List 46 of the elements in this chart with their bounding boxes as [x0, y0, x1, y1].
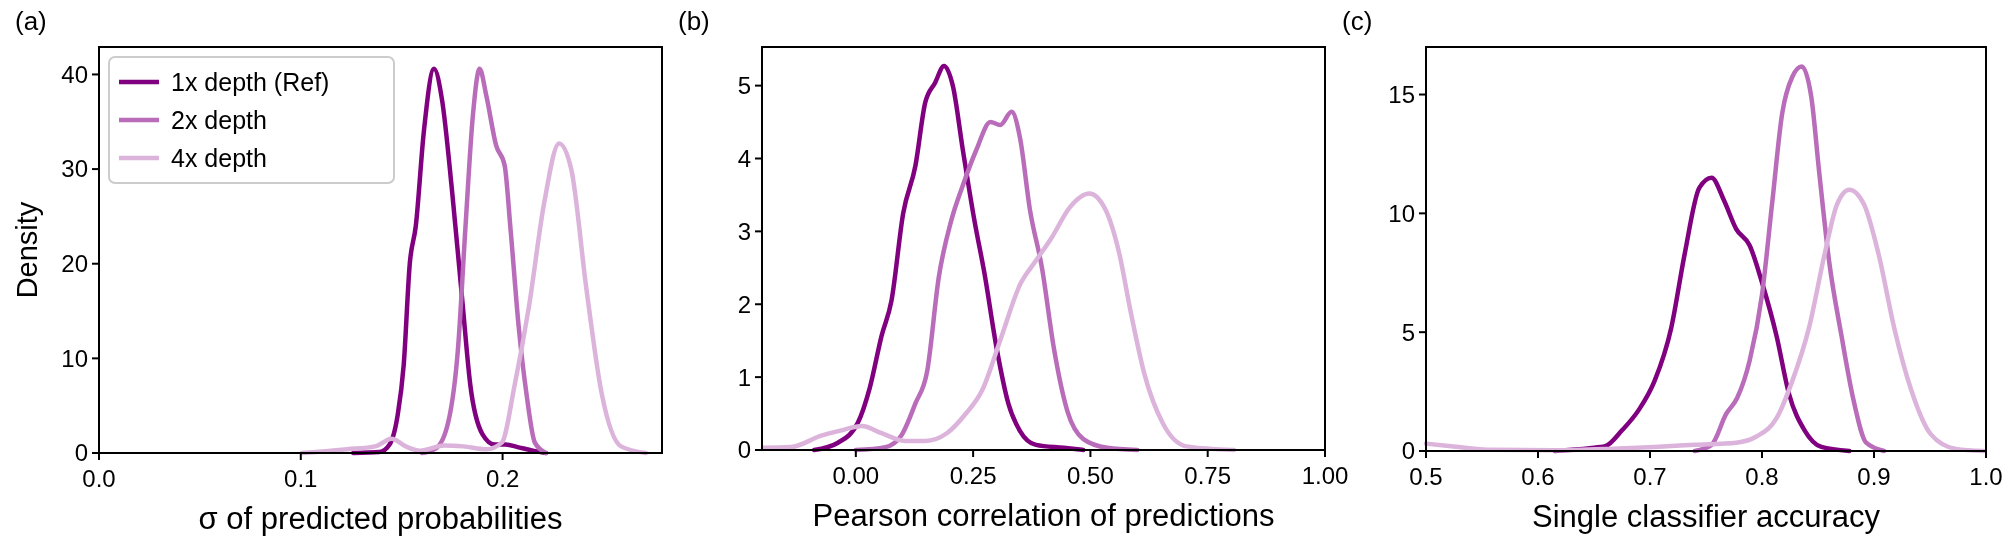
line-series — [811, 63, 1086, 453]
line-series — [853, 109, 1140, 453]
chart-title: (c) — [1342, 6, 1373, 36]
y-axis-title: Density — [11, 201, 43, 299]
x-axis-title: Pearson correlation of predictions — [812, 498, 1275, 533]
y-tick-label: 1 — [737, 363, 751, 391]
y-tick-label: 5 — [1401, 318, 1415, 346]
x-tick-label: 0.50 — [1067, 462, 1114, 489]
y-tick-label: 10 — [1388, 199, 1415, 227]
line-series — [1692, 64, 1887, 454]
chart-title: (b) — [678, 6, 710, 36]
y-tick-label: 3 — [737, 217, 751, 245]
legend-label: 4x depth — [171, 143, 267, 172]
chart-title: (a) — [15, 6, 47, 36]
y-tick-label: 0 — [1401, 437, 1415, 465]
y-tick-label: 10 — [61, 344, 88, 372]
line-series — [419, 66, 549, 456]
y-tick-label: 5 — [737, 72, 751, 100]
y-tick-label: 40 — [61, 60, 88, 88]
y-tick-label: 0 — [737, 436, 751, 464]
x-axis-title: σ of predicted probabilities — [198, 501, 563, 536]
x-tick-label: 0.9 — [1857, 463, 1891, 490]
x-axis-title: Single classifier accuracy — [1531, 499, 1881, 534]
x-tick-label: 0.8 — [1745, 463, 1779, 490]
line-series — [1423, 187, 1987, 454]
x-tick-label: 1.00 — [1301, 462, 1349, 489]
y-tick-label: 2 — [737, 290, 751, 318]
x-tick-label: 0.6 — [1521, 463, 1555, 490]
x-tick-label: 0.75 — [1184, 462, 1232, 489]
x-tick-label: 0.00 — [832, 462, 880, 489]
x-tick-label: 0.0 — [82, 465, 116, 492]
x-tick-label: 0.25 — [949, 462, 997, 489]
y-tick-label: 15 — [1388, 80, 1415, 108]
x-tick-label: 0.1 — [284, 465, 318, 492]
y-tick-label: 30 — [61, 155, 88, 183]
y-tick-label: 20 — [61, 250, 88, 278]
y-tick-label: 4 — [737, 144, 751, 172]
line-series — [299, 141, 649, 456]
line-series — [760, 191, 1237, 453]
legend-label: 1x depth (Ref) — [171, 67, 330, 96]
x-tick-label: 0.2 — [485, 465, 520, 492]
x-tick-label: 0.7 — [1633, 463, 1667, 490]
x-tick-label: 1.0 — [1969, 463, 2003, 490]
legend-label: 2x depth — [171, 105, 267, 134]
y-tick-label: 0 — [74, 439, 88, 467]
x-tick-label: 0.5 — [1409, 463, 1443, 490]
